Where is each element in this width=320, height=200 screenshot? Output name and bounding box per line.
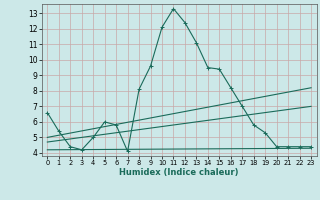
X-axis label: Humidex (Indice chaleur): Humidex (Indice chaleur): [119, 168, 239, 177]
